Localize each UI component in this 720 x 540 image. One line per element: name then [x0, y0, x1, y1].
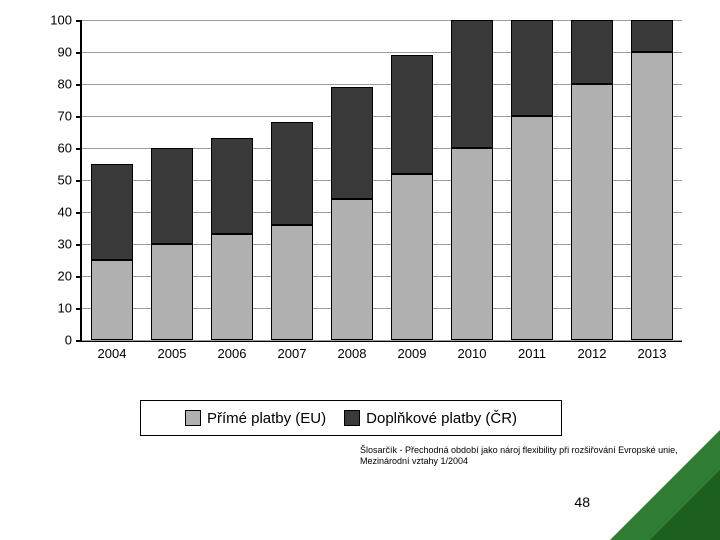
y-axis-label: 60 [58, 141, 72, 156]
x-axis-label: 2013 [622, 346, 682, 361]
bar-chart: 0102030405060708090100200420052006200720… [20, 10, 690, 380]
x-axis-label: 2008 [322, 346, 382, 361]
y-axis-label: 70 [58, 109, 72, 124]
y-tick [76, 180, 82, 182]
legend-swatch-eu [185, 410, 201, 426]
bar-segment-eu [391, 174, 433, 340]
legend-item-cr: Doplňkové platby (ČR) [344, 410, 517, 427]
bar-segment-eu [511, 116, 553, 340]
y-tick [76, 212, 82, 214]
bar-segment-cr [91, 164, 133, 260]
y-tick [76, 20, 82, 22]
y-axis-label: 0 [65, 333, 72, 348]
y-tick [76, 340, 82, 342]
y-tick [76, 84, 82, 86]
y-axis-label: 20 [58, 269, 72, 284]
corner-accent-inner [650, 470, 720, 540]
y-axis-label: 10 [58, 301, 72, 316]
legend: Přímé platby (EU) Doplňkové platby (ČR) [140, 400, 562, 436]
x-axis-label: 2007 [262, 346, 322, 361]
bar-segment-eu [631, 52, 673, 340]
x-axis-label: 2010 [442, 346, 502, 361]
bar-segment-cr [511, 20, 553, 116]
x-axis-label: 2005 [142, 346, 202, 361]
legend-item-eu: Přímé platby (EU) [185, 410, 326, 427]
bar-segment-cr [211, 138, 253, 234]
bar-segment-eu [211, 234, 253, 340]
x-axis-label: 2004 [82, 346, 142, 361]
y-tick [76, 52, 82, 54]
bar-segment-eu [451, 148, 493, 340]
legend-label-cr: Doplňkové platby (ČR) [366, 410, 517, 427]
bar-segment-cr [271, 122, 313, 224]
bar-segment-cr [331, 87, 373, 199]
y-axis-label: 90 [58, 45, 72, 60]
y-axis-label: 40 [58, 205, 72, 220]
bar-segment-cr [571, 20, 613, 84]
y-tick [76, 148, 82, 150]
y-tick [76, 116, 82, 118]
bar-segment-eu [571, 84, 613, 340]
bar-segment-cr [391, 55, 433, 173]
bar-segment-eu [91, 260, 133, 340]
x-axis-label: 2009 [382, 346, 442, 361]
legend-swatch-cr [344, 410, 360, 426]
bar-segment-cr [631, 20, 673, 52]
y-tick [76, 244, 82, 246]
page-number: 48 [574, 494, 590, 510]
y-axis-label: 80 [58, 77, 72, 92]
y-tick [76, 308, 82, 310]
bar-segment-eu [271, 225, 313, 340]
x-axis-label: 2006 [202, 346, 262, 361]
bar-segment-eu [151, 244, 193, 340]
y-tick [76, 276, 82, 278]
x-axis-label: 2012 [562, 346, 622, 361]
plot-area: 0102030405060708090100200420052006200720… [80, 20, 682, 342]
y-axis-label: 100 [50, 13, 72, 28]
bar-segment-cr [151, 148, 193, 244]
y-axis-label: 30 [58, 237, 72, 252]
grid-line [82, 340, 682, 341]
y-axis-label: 50 [58, 173, 72, 188]
x-axis-label: 2011 [502, 346, 562, 361]
bar-segment-cr [451, 20, 493, 148]
bar-segment-eu [331, 199, 373, 340]
citation-line2: Mezinárodní vztahy 1/2004 [360, 456, 468, 466]
legend-label-eu: Přímé platby (EU) [207, 410, 326, 427]
